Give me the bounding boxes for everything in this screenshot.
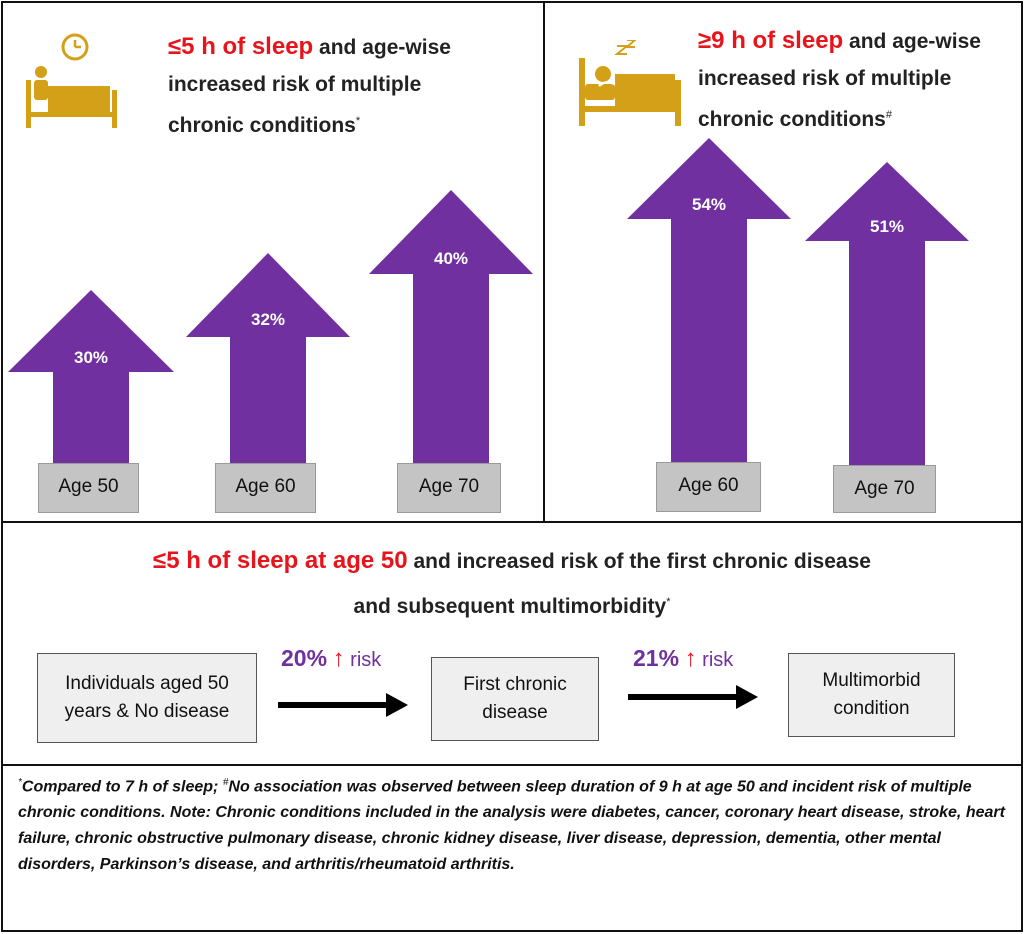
risk-label-1-value: 20% bbox=[281, 645, 328, 671]
panel-bottom-title-line2: and subsequent multimorbidity bbox=[353, 595, 667, 618]
panel-bottom-title-mark: * bbox=[666, 596, 671, 608]
footnote-mark-1: * bbox=[18, 777, 22, 788]
arrow-age-50: 30% bbox=[8, 290, 174, 470]
age-box-70: Age 70 bbox=[397, 463, 501, 513]
arrow-age-70: 40% bbox=[369, 190, 533, 468]
arrow-right-age-60: 54% bbox=[627, 138, 791, 468]
age-box-right-60: Age 60 bbox=[656, 462, 761, 512]
arrow-right-age-60-value: 54% bbox=[692, 195, 726, 214]
arrow-right-age-70: 51% bbox=[805, 162, 969, 467]
panel-right-title: ≥9 h of sleep and age-wise increased ris… bbox=[698, 22, 1018, 138]
arrow-age-60-value: 32% bbox=[251, 310, 285, 329]
age-box-50: Age 50 bbox=[38, 463, 139, 513]
footnote-border bbox=[1, 764, 1023, 932]
arrow-age-60: 32% bbox=[186, 253, 350, 468]
footnote-part-2: No association was observed between slee… bbox=[18, 778, 1005, 874]
panel-left-title-line2: increased risk of multiple bbox=[168, 73, 422, 96]
arrow-age-50-value: 30% bbox=[74, 348, 108, 367]
panel-left-title-line3: chronic conditions bbox=[168, 114, 356, 137]
flow-box-first-disease-line2: disease bbox=[482, 702, 548, 723]
flow-box-first-disease-line1: First chronic bbox=[463, 674, 567, 695]
footnote-mark-2: # bbox=[222, 777, 229, 788]
footnote-part-1: Compared to 7 h of sleep; bbox=[21, 778, 223, 796]
flow-box-multimorbid-line1: Multimorbid bbox=[822, 670, 921, 691]
flow-box-first-disease: First chronic disease bbox=[431, 657, 599, 741]
risk-label-1-arrow: ↑ bbox=[332, 645, 345, 672]
panel-right-title-mark: # bbox=[885, 109, 892, 121]
panel-bottom-title-highlight: ≤5 h of sleep at age 50 bbox=[153, 547, 408, 574]
flow-arrow-2 bbox=[628, 685, 758, 709]
panel-left-title-mark: * bbox=[355, 115, 361, 127]
panel-left-title-highlight: ≤5 h of sleep bbox=[168, 33, 314, 60]
risk-label-2-arrow: ↑ bbox=[684, 645, 697, 672]
risk-label-2-value: 21% bbox=[633, 645, 680, 671]
arrow-age-70-value: 40% bbox=[434, 249, 468, 268]
panel-right-title-line2: increased risk of multiple bbox=[698, 67, 952, 90]
panel-right-title-line3: chronic conditions bbox=[698, 108, 886, 131]
flow-box-baseline: Individuals aged 50 years & No disease bbox=[37, 653, 257, 743]
panel-right-title-line1: and age-wise bbox=[843, 30, 981, 53]
panel-left-title: ≤5 h of sleep and age-wise increased ris… bbox=[168, 28, 538, 144]
flow-box-baseline-line1: Individuals aged 50 bbox=[65, 673, 229, 694]
flow-box-baseline-line2: years & No disease bbox=[64, 701, 230, 722]
arrow-right-age-70-value: 51% bbox=[870, 217, 904, 236]
flow-box-multimorbid: Multimorbid condition bbox=[788, 653, 955, 737]
sleeping-in-bed-icon bbox=[579, 40, 681, 126]
risk-label-2-word: risk bbox=[702, 649, 734, 671]
panel-bottom-title: ≤5 h of sleep at age 50 and increased ri… bbox=[20, 541, 1004, 627]
panel-left-title-line1: and age-wise bbox=[313, 36, 451, 59]
footnote: *Compared to 7 h of sleep; #No associati… bbox=[18, 770, 1008, 878]
panel-right-title-highlight: ≥9 h of sleep bbox=[698, 27, 844, 54]
flow-arrow-1 bbox=[278, 693, 408, 717]
risk-label-2: 21% ↑ risk bbox=[633, 645, 733, 673]
risk-label-1: 20% ↑ risk bbox=[281, 645, 381, 673]
panel-bottom-title-line1: and increased risk of the first chronic … bbox=[407, 550, 871, 573]
bed-with-clock-icon bbox=[26, 33, 117, 128]
risk-label-1-word: risk bbox=[350, 649, 382, 671]
flow-box-multimorbid-line2: condition bbox=[833, 698, 910, 719]
age-box-right-70: Age 70 bbox=[833, 465, 936, 513]
age-box-60: Age 60 bbox=[215, 463, 316, 513]
